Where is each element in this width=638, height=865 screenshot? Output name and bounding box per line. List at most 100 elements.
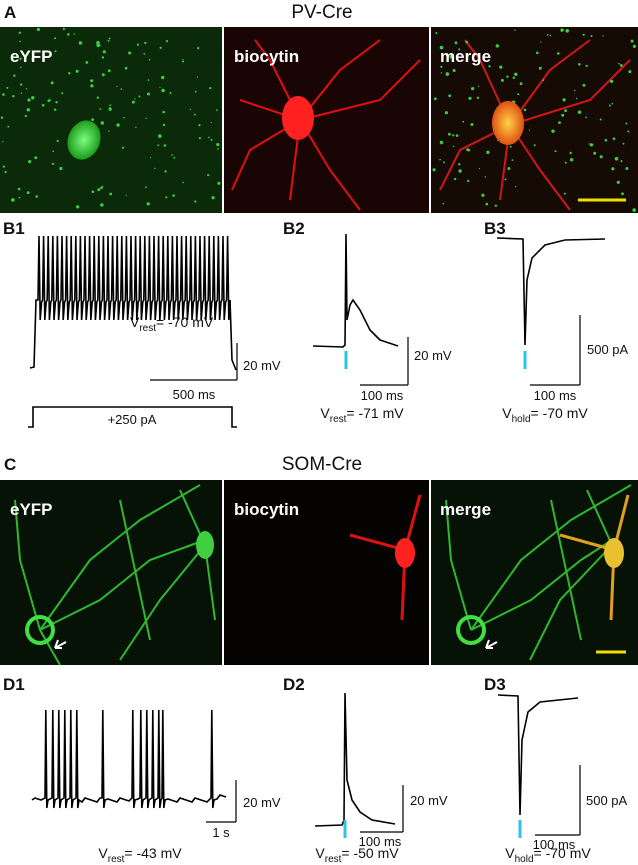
puncta	[123, 116, 125, 119]
puncta	[169, 92, 172, 94]
puncta	[85, 61, 89, 64]
puncta	[602, 35, 604, 37]
puncta	[182, 60, 184, 63]
puncta	[154, 167, 156, 170]
puncta	[462, 120, 465, 123]
puncta	[145, 186, 147, 189]
puncta	[51, 162, 54, 165]
puncta	[120, 88, 123, 90]
puncta	[35, 195, 38, 198]
puncta	[515, 186, 517, 188]
puncta	[511, 159, 514, 162]
puncta	[197, 47, 200, 50]
puncta	[512, 76, 515, 79]
puncta	[198, 137, 201, 140]
puncta	[27, 98, 31, 102]
puncta	[495, 44, 499, 48]
puncta	[210, 122, 212, 124]
puncta	[18, 31, 21, 34]
puncta	[165, 40, 169, 43]
puncta	[500, 78, 504, 82]
puncta	[211, 196, 215, 200]
puncta	[536, 51, 539, 55]
puncta	[622, 142, 625, 145]
puncta	[193, 113, 196, 116]
puncta	[148, 58, 151, 61]
puncta	[109, 104, 112, 107]
puncta	[47, 99, 51, 102]
puncta	[562, 98, 566, 102]
puncta	[100, 121, 105, 125]
puncta	[604, 138, 608, 142]
puncta	[611, 102, 614, 105]
puncta	[7, 125, 10, 128]
puncta	[465, 40, 469, 44]
puncta	[194, 200, 197, 203]
puncta	[161, 88, 165, 93]
puncta	[528, 129, 531, 131]
puncta	[138, 95, 141, 98]
scale-label: 500 pA	[587, 342, 629, 357]
panel-title: PV-Cre	[291, 2, 352, 23]
puncta	[124, 66, 128, 70]
puncta	[107, 39, 110, 42]
puncta	[207, 174, 210, 177]
puncta	[610, 79, 614, 83]
puncta	[216, 143, 220, 147]
puncta	[6, 86, 9, 89]
puncta	[540, 41, 542, 43]
puncta	[476, 96, 480, 100]
puncta	[96, 96, 100, 99]
voltage-label: Vrest= -50 mV	[315, 845, 399, 865]
puncta	[542, 79, 545, 81]
puncta	[109, 108, 112, 111]
image-label: biocytin	[234, 47, 299, 66]
puncta	[549, 34, 551, 37]
puncta	[189, 108, 191, 111]
puncta	[13, 74, 16, 77]
puncta	[34, 156, 38, 160]
puncta	[499, 65, 503, 69]
puncta	[182, 59, 184, 61]
panel-label: B1	[3, 219, 25, 238]
puncta	[612, 137, 616, 140]
puncta	[216, 109, 218, 111]
puncta	[2, 141, 4, 143]
puncta	[575, 97, 578, 100]
puncta	[125, 194, 127, 196]
puncta	[147, 92, 150, 96]
puncta	[585, 64, 588, 67]
puncta	[158, 134, 162, 138]
image-label: biocytin	[234, 500, 299, 519]
puncta	[128, 51, 132, 55]
puncta	[577, 110, 582, 114]
puncta	[443, 161, 445, 164]
puncta	[52, 150, 54, 153]
puncta	[621, 192, 624, 196]
puncta	[485, 202, 489, 206]
puncta	[131, 100, 135, 104]
puncta	[444, 111, 448, 115]
puncta	[478, 168, 481, 170]
puncta	[445, 72, 450, 76]
image-label: merge	[440, 500, 491, 519]
puncta	[116, 123, 120, 127]
puncta	[630, 39, 634, 43]
puncta	[59, 166, 63, 171]
puncta	[163, 144, 167, 147]
puncta	[76, 205, 80, 209]
puncta	[101, 185, 104, 188]
puncta	[538, 66, 542, 70]
panel-label: D3	[484, 675, 506, 694]
puncta	[19, 40, 21, 43]
puncta	[196, 76, 198, 78]
puncta	[486, 150, 490, 154]
puncta	[449, 55, 453, 59]
puncta	[147, 79, 150, 81]
puncta	[90, 84, 94, 88]
scale-label: 20 mV	[243, 358, 281, 373]
puncta	[108, 130, 110, 132]
puncta	[75, 69, 79, 73]
puncta	[632, 208, 636, 212]
